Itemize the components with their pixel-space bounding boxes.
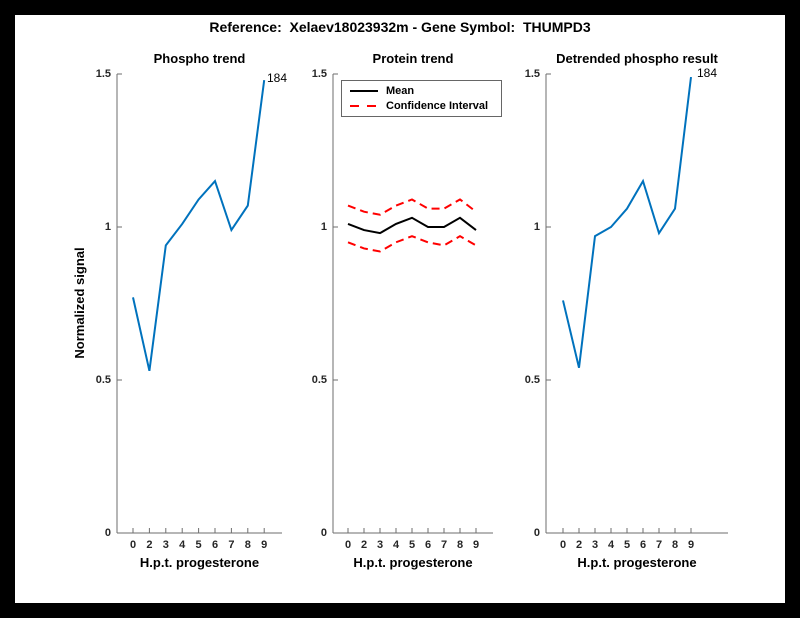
subplot3-y-tick-label: 1.5	[524, 68, 540, 80]
subplot2-title: Protein trend	[372, 51, 454, 66]
subplot1-endpoint-annotation: 184	[267, 71, 288, 85]
subplot2-x-axis-label: H.p.t. progesterone	[353, 555, 473, 570]
legend-label-mean: Mean	[386, 85, 415, 98]
subplot1-x-tick-label: 9	[261, 539, 268, 551]
legend-solid-line-sample	[350, 90, 378, 93]
legend-entry-confidence-interval: Confidence Interval	[349, 100, 494, 112]
subplot3-x-tick-label: 9	[687, 539, 695, 551]
subplot3-x-tick-label: 3	[591, 539, 599, 551]
subplot1-x-tick-label: 6	[211, 539, 219, 551]
subplot1-x-tick-label: 2	[146, 539, 153, 551]
subplot2-x-tick-label: 4	[392, 539, 400, 551]
legend-entry-mean: Mean	[349, 85, 494, 97]
subplot3-x-tick-label: 2	[575, 539, 583, 551]
subplot3-title: Detrended phospho result	[556, 51, 718, 66]
subplot2-x-tick-label: 9	[472, 539, 480, 551]
subplot1-x-tick-label: 3	[162, 539, 169, 551]
subplot2-x-tick-label: 0	[344, 539, 352, 551]
subplot1-title: Phospho trend	[153, 51, 246, 66]
subplot1-x-tick-label: 0	[129, 539, 137, 551]
subplot1-y-tick-label: 0.5	[95, 374, 111, 386]
subplot3-x-axis-label: H.p.t. progesterone	[577, 555, 697, 570]
subplot1-series-phospho-signal	[132, 79, 266, 372]
subplot3-x-tick-label: 4	[607, 539, 615, 551]
subplot3-series-detrended-phospho-signal	[562, 76, 692, 368]
subplot1-y-tick-label: 1.5	[95, 68, 111, 80]
subplot3-x-tick-label: 8	[671, 539, 679, 551]
subplot2-x-tick-label: 3	[376, 539, 384, 551]
subplot2-series-mean	[347, 216, 477, 235]
figure-title: Reference: Xelaev18023932m - Gene Symbol…	[209, 19, 591, 35]
subplot2-y-tick-label: 1	[320, 221, 327, 233]
subplot2-y-tick-label: 0.5	[311, 374, 327, 386]
subplot3-y-tick-label: 0.5	[524, 374, 540, 386]
subplot2-y-tick-label: 0	[320, 527, 327, 539]
subplot2-x-tick-label: 8	[456, 539, 464, 551]
subplot3-y-tick-label: 1	[533, 221, 540, 233]
legend-dashed-line-sample	[350, 104, 378, 107]
subplot3-y-tick-label: 0	[533, 527, 540, 539]
subplot2-series-confidence-interval-upper	[347, 198, 477, 216]
y-axis-label: Normalized signal	[72, 247, 87, 359]
subplot3-x-tick-label: 0	[559, 539, 567, 551]
subplot1-x-tick-label: 4	[179, 539, 186, 551]
subplot3-x-tick-label: 7	[655, 539, 663, 551]
subplot3-endpoint-annotation: 184	[697, 66, 718, 80]
subplot3-x-tick-label: 6	[639, 539, 647, 551]
subplot2-x-tick-label: 7	[440, 539, 448, 551]
subplot1-y-tick-label: 1	[104, 221, 111, 233]
subplot3-x-tick-label: 5	[623, 539, 631, 551]
subplot1-x-tick-label: 8	[244, 539, 251, 551]
subplot2-x-tick-label: 2	[360, 539, 368, 551]
subplot1-x-tick-label: 7	[228, 539, 235, 551]
legend-box: Mean Confidence Interval	[341, 80, 502, 117]
subplot1-y-tick-label: 0	[104, 527, 111, 539]
subplot2-series-confidence-interval-lower	[347, 235, 477, 253]
subplot2-y-tick-label: 1.5	[311, 68, 327, 80]
subplot2-x-tick-label: 5	[408, 539, 416, 551]
subplot2-x-tick-label: 6	[424, 539, 432, 551]
subplot1-x-tick-label: 5	[195, 539, 202, 551]
legend-label-confidence-interval: Confidence Interval	[386, 99, 489, 112]
subplot1-x-axis-label: H.p.t. progesterone	[139, 555, 260, 570]
